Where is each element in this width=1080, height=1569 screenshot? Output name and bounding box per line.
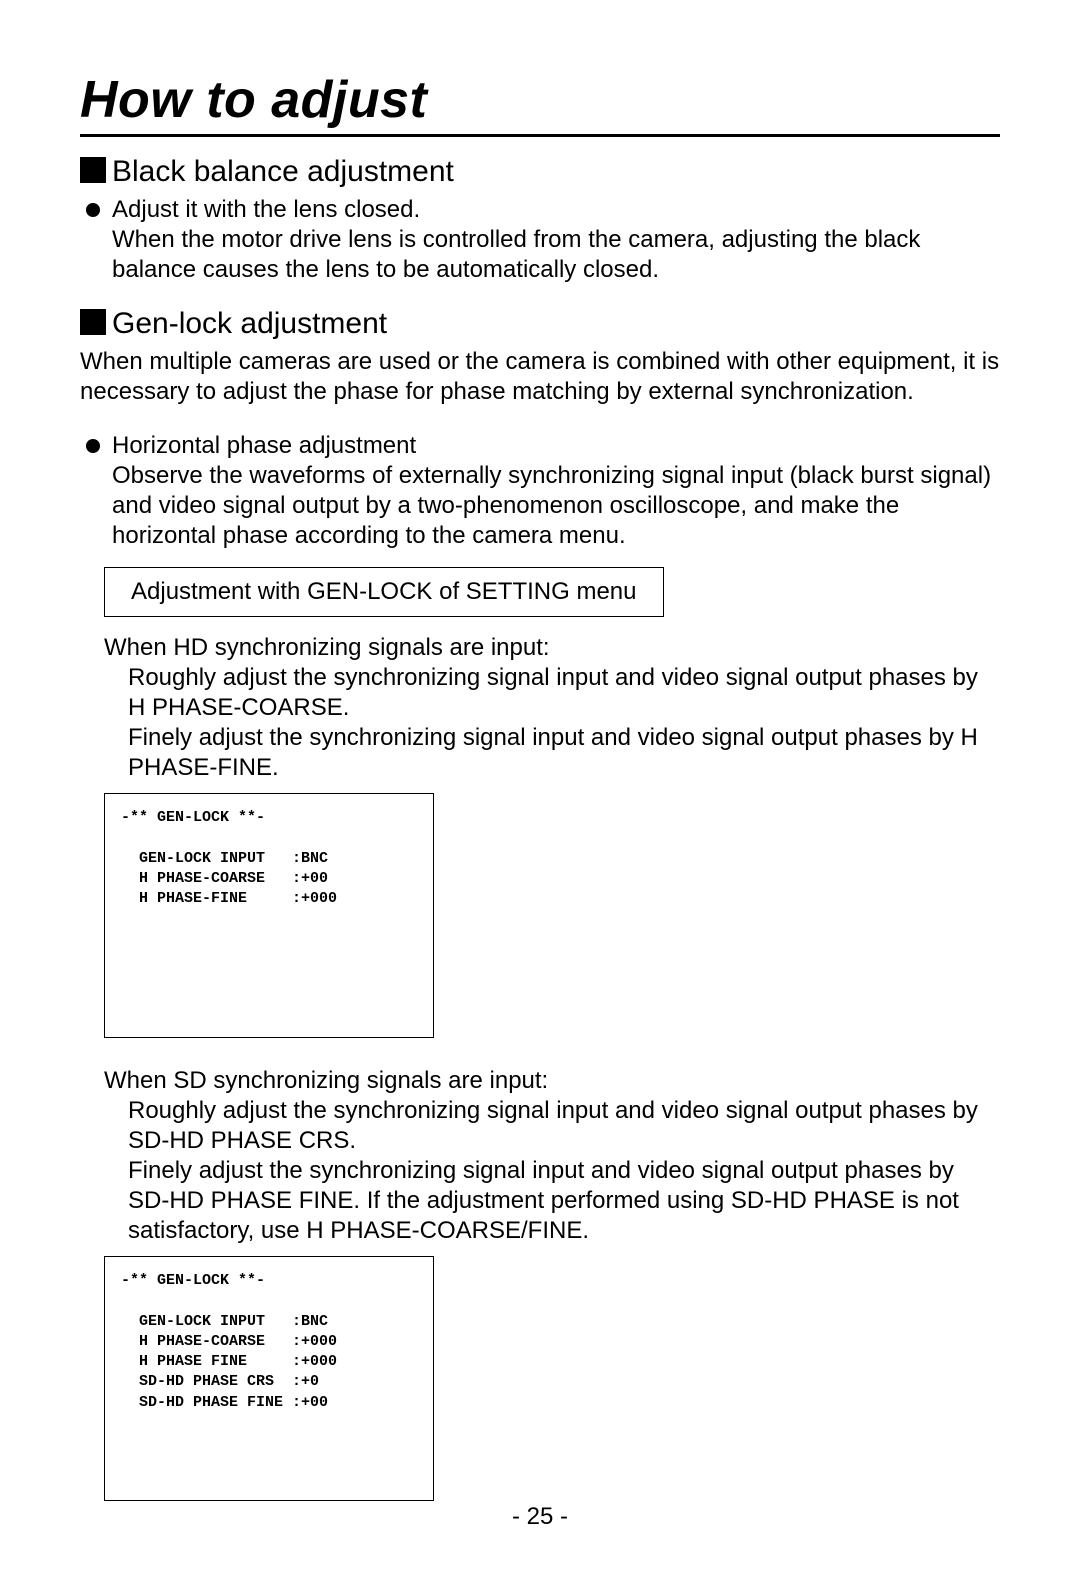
- section-heading-text: Gen-lock adjustment: [112, 307, 387, 340]
- hd-lead: When HD synchronizing signals are input:: [104, 633, 1000, 663]
- bullet-lead: Horizontal phase adjustment: [112, 431, 1000, 461]
- adjustment-box-label: Adjustment with GEN-LOCK of SETTING menu: [104, 567, 664, 617]
- bullet-body: When the motor drive lens is controlled …: [112, 225, 1000, 285]
- bullet-item: Adjust it with the lens closed. When the…: [80, 195, 1000, 285]
- hd-line1: Roughly adjust the synchronizing signal …: [128, 663, 1000, 723]
- section-heading-gen-lock: Gen-lock adjustment: [80, 307, 1000, 341]
- section-intro: When multiple cameras are used or the ca…: [80, 347, 1000, 407]
- manual-page: How to adjust Black balance adjustment A…: [0, 0, 1080, 1569]
- sd-lead: When SD synchronizing signals are input:: [104, 1066, 1000, 1096]
- bullet-body: Observe the waveforms of externally sync…: [112, 461, 1000, 551]
- bullet-item: Horizontal phase adjustment Observe the …: [80, 431, 1000, 551]
- section-heading-text: Black balance adjustment: [112, 155, 454, 188]
- bullet-dot-icon: [86, 439, 100, 453]
- bullet-text: Horizontal phase adjustment Observe the …: [112, 431, 1000, 551]
- page-title: How to adjust: [80, 70, 1000, 130]
- gen-lock-menu-hd: -** GEN-LOCK **- GEN-LOCK INPUT :BNC H P…: [104, 793, 434, 1038]
- square-bullet-icon: [80, 157, 106, 183]
- gen-lock-menu-sd: -** GEN-LOCK **- GEN-LOCK INPUT :BNC H P…: [104, 1256, 434, 1501]
- sd-line2: Finely adjust the synchronizing signal i…: [128, 1156, 1000, 1246]
- title-divider: [80, 134, 1000, 137]
- sd-line1: Roughly adjust the synchronizing signal …: [128, 1096, 1000, 1156]
- bullet-dot-icon: [86, 203, 100, 217]
- hd-line2: Finely adjust the synchronizing signal i…: [128, 723, 1000, 783]
- square-bullet-icon: [80, 309, 106, 335]
- page-number: - 25 -: [0, 1503, 1080, 1531]
- section-heading-black-balance: Black balance adjustment: [80, 155, 1000, 189]
- bullet-lead: Adjust it with the lens closed.: [112, 195, 1000, 225]
- bullet-text: Adjust it with the lens closed. When the…: [112, 195, 1000, 285]
